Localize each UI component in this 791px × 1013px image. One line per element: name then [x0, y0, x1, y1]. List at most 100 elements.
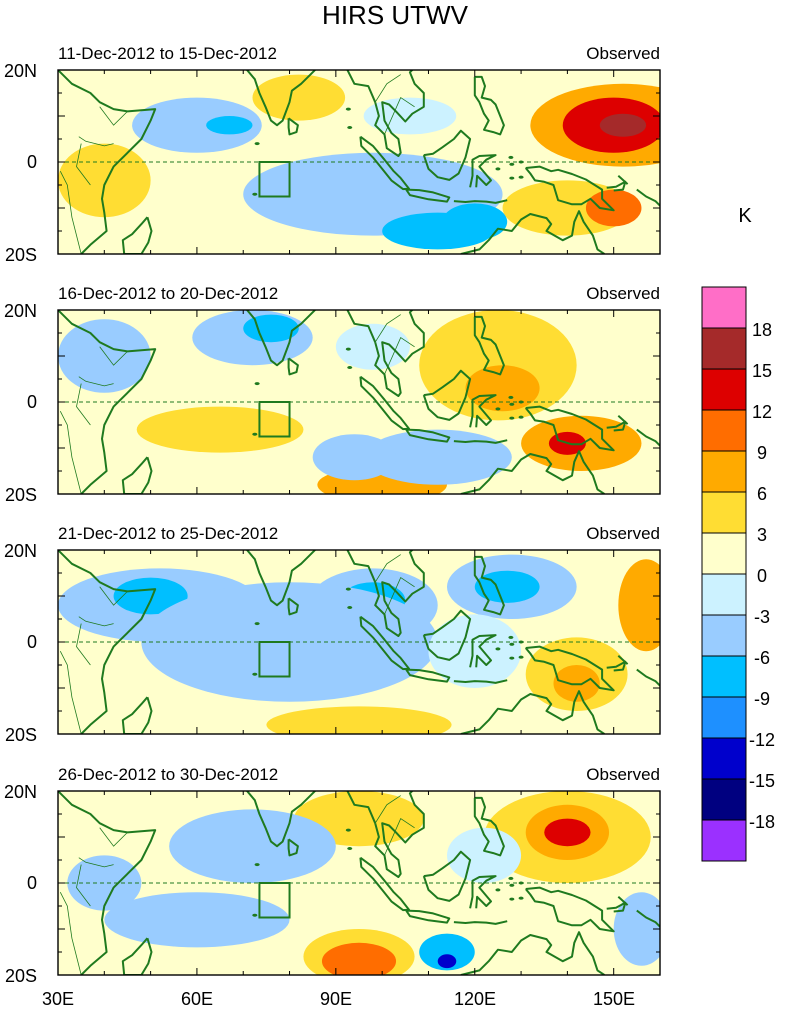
anomaly-contour — [428, 614, 522, 688]
island — [509, 642, 515, 646]
panel-2-coastlines — [58, 286, 660, 494]
coastline — [224, 310, 377, 367]
anomaly-contour — [474, 570, 540, 603]
country-border — [384, 577, 415, 615]
coastline — [121, 696, 153, 734]
coastline — [58, 550, 157, 734]
country-border — [374, 795, 401, 824]
panel-3-axes — [57, 549, 661, 735]
country-border — [59, 892, 82, 975]
coastline — [473, 315, 505, 376]
island — [345, 107, 351, 111]
panel-1-ylabel-mid: 0 — [27, 152, 37, 172]
colorbar-swatch — [701, 655, 747, 698]
anomaly-contour — [206, 116, 253, 135]
colorbar-label: -18 — [749, 812, 775, 832]
island — [518, 655, 524, 659]
anomaly-contour — [585, 189, 642, 227]
coastline — [58, 70, 157, 254]
chart-title: HIRS UTWV — [322, 0, 469, 30]
panel-3-coastlines — [58, 550, 660, 734]
colorbar-label: 12 — [752, 402, 772, 422]
island — [254, 142, 260, 146]
anomaly-contour — [169, 809, 336, 883]
coastline — [636, 909, 660, 928]
coastline — [636, 428, 660, 447]
anomaly-contour — [104, 892, 290, 948]
coastline — [524, 405, 615, 452]
island — [345, 347, 351, 351]
panel-4-coastlines — [58, 791, 660, 975]
region-box — [258, 641, 291, 678]
coastline — [636, 188, 660, 207]
colorbar-label: 3 — [757, 525, 767, 545]
coastline — [473, 555, 505, 616]
coastline — [617, 175, 629, 185]
country-border — [76, 864, 91, 907]
anomaly-contour — [335, 323, 410, 370]
x-tick-label: 30E — [42, 989, 74, 1009]
country-border — [384, 818, 415, 856]
country-border — [384, 337, 415, 375]
island — [345, 828, 351, 832]
colorbar-swatch — [701, 696, 747, 739]
colorbar-swatch — [701, 450, 747, 493]
country-border — [99, 586, 128, 606]
panel-1-coastlines — [58, 70, 660, 254]
island — [495, 647, 501, 651]
region-box — [258, 401, 291, 438]
coastline — [422, 369, 472, 421]
panel-2-label: Observed — [586, 284, 660, 303]
panel-1-ylabel-bottom: 20S — [5, 245, 37, 265]
colorbar-swatch — [701, 409, 747, 452]
anomaly-contour — [437, 954, 457, 969]
country-border — [59, 171, 82, 254]
anomaly-contour — [58, 319, 151, 393]
island — [508, 876, 514, 880]
country-border — [78, 136, 114, 147]
colorbar-label: 15 — [752, 361, 772, 381]
colorbar — [701, 286, 747, 862]
country-border — [76, 623, 91, 666]
country-border — [78, 857, 114, 868]
map-panel-4: 26-Dec-2012 to 30-Dec-2012 Observed 20N … — [4, 765, 661, 986]
coastline — [469, 154, 497, 188]
panel-2-ylabel-mid: 0 — [27, 392, 37, 412]
panel-4-axes — [57, 790, 661, 976]
anomaly-contour — [618, 559, 660, 652]
x-tick-label: 150E — [593, 989, 635, 1009]
anomaly-contour — [312, 434, 397, 481]
anomaly-contour — [252, 74, 346, 121]
panel-3-ylabel-bottom: 20S — [5, 725, 37, 745]
panel-4-period: 26-Dec-2012 to 30-Dec-2012 — [58, 765, 278, 784]
anomaly-contour — [442, 203, 508, 241]
colorbar-swatch — [701, 532, 747, 575]
panel-1-label: Observed — [586, 44, 660, 63]
coastline — [617, 655, 629, 665]
x-tick-label: 60E — [181, 989, 213, 1009]
island — [347, 366, 353, 369]
island — [495, 167, 501, 171]
anomaly-contour — [599, 113, 647, 137]
island — [518, 896, 524, 900]
anomaly-contour — [576, 337, 660, 412]
colorbar-label: 0 — [757, 566, 767, 586]
coastline — [359, 856, 410, 912]
map-panel-3: 21-Dec-2012 to 25-Dec-2012 Observed 20N … — [4, 524, 661, 745]
colorbar-swatch — [701, 491, 747, 534]
coastline — [287, 117, 299, 136]
coastline — [224, 550, 377, 607]
coastline — [405, 668, 451, 683]
colorbar-swatch — [701, 327, 747, 370]
anomaly-contour — [132, 97, 262, 153]
colorbar-label: 6 — [757, 484, 767, 504]
colorbar-swatch — [701, 737, 747, 780]
coastline — [476, 286, 484, 301]
anomaly-contour — [266, 706, 452, 734]
panel-3-period: 21-Dec-2012 to 25-Dec-2012 — [58, 524, 278, 543]
coastline — [469, 394, 497, 428]
coastline — [617, 896, 629, 906]
coastline — [374, 791, 425, 878]
colorbar-swatch — [701, 286, 747, 329]
